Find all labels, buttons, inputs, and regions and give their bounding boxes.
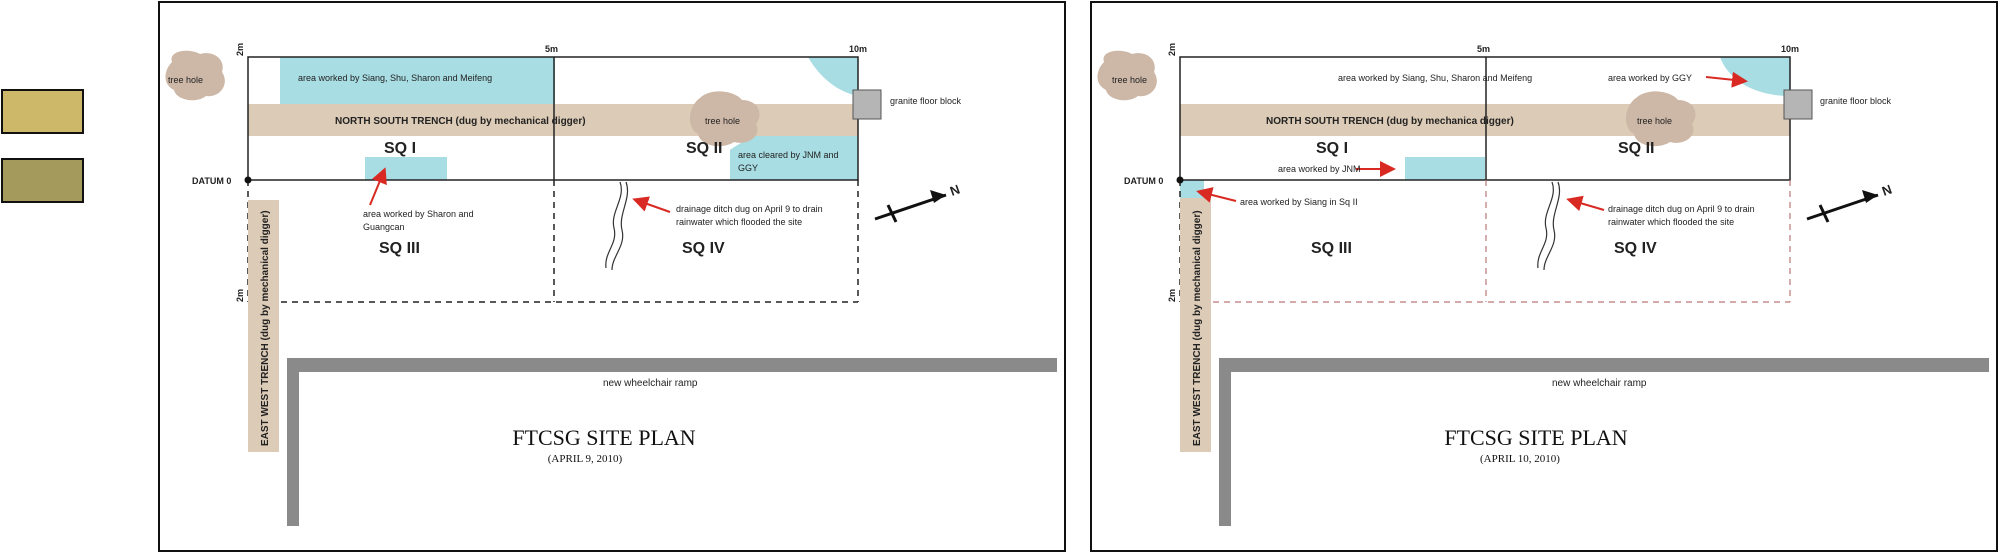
plan-title: FTCSG SITE PLAN [512, 425, 695, 450]
ew-trench-label: EAST WEST TRENCH (dug by mechanical digg… [1192, 210, 1203, 446]
legend-swatch-light [1, 89, 84, 134]
granite-label: granite floor block [1820, 96, 1892, 106]
scale-top-0: 2m [1167, 43, 1177, 56]
arrow-siang [1196, 187, 1237, 203]
site-plan-april-9: 2m 5m 10m 2m DATUM 0 tree hole tree hole… [158, 1, 1066, 552]
ramp-vertical [287, 358, 299, 526]
drainage-label-1: drainage ditch dug on April 9 to drain [676, 204, 823, 214]
sharon-label-1: area worked by Sharon and [363, 209, 474, 219]
area-worked-top [280, 57, 555, 105]
drainage-ditch-line-a [1537, 181, 1554, 269]
ramp-label: new wheelchair ramp [1552, 378, 1647, 389]
tree-hole-mid-label: tree hole [1637, 116, 1672, 126]
sq2-label: SQ II [1618, 140, 1654, 157]
area-jnm-label: area worked by JNM [1278, 164, 1361, 174]
datum-label: DATUM 0 [1124, 176, 1163, 186]
area-cleared-label-2: GGY [738, 163, 758, 173]
scale-top-5: 5m [1477, 44, 1490, 54]
sq1-label: SQ I [1316, 140, 1348, 157]
tree-hole-mid [1625, 91, 1696, 147]
arrow-ggy [1705, 71, 1748, 88]
granite-floor-block [852, 89, 882, 120]
plan-frame [1090, 1, 1998, 552]
sq2-label: SQ II [686, 140, 722, 157]
area-worked-top-label: area worked by Siang, Shu, Sharon and Me… [1338, 73, 1532, 83]
ramp-label: new wheelchair ramp [603, 378, 698, 389]
north-arrow [1806, 190, 1879, 223]
ramp-horizontal [287, 358, 1057, 372]
tree-hole-left-label: tree hole [1112, 75, 1147, 85]
tree-hole-mid [689, 91, 760, 147]
sq1-label: SQ I [384, 140, 416, 157]
sq4-label: SQ IV [682, 240, 725, 257]
drainage-label-1: drainage ditch dug on April 9 to drain [1608, 204, 1755, 214]
sq4-label: SQ IV [1614, 240, 1657, 257]
area-siang-label: area worked by Siang in Sq II [1240, 197, 1358, 207]
ns-trench-label: NORTH SOUTH TRENCH (dug by mechanica dig… [1266, 116, 1514, 127]
scale-top-10: 10m [849, 44, 867, 54]
scale-top-0: 2m [235, 43, 245, 56]
datum-label: DATUM 0 [192, 176, 231, 186]
arrow-drainage [632, 196, 671, 213]
sharon-label-2: Guangcan [363, 222, 405, 232]
scale-top-10: 10m [1781, 44, 1799, 54]
ramp-vertical [1219, 358, 1231, 526]
plan-title: FTCSG SITE PLAN [1444, 425, 1627, 450]
scale-side-2m: 2m [235, 289, 245, 302]
area-ggy [1720, 57, 1790, 96]
drainage-ditch-line-a [605, 181, 622, 269]
east-west-trench [248, 200, 279, 452]
scale-side-2m: 2m [1167, 289, 1177, 302]
drainage-label-2: rainwater which flooded the site [676, 217, 802, 227]
area-worked-top-label: area worked by Siang, Shu, Sharon and Me… [298, 73, 492, 83]
drainage-ditch-line-b [611, 181, 628, 271]
arrow-sharon [369, 167, 387, 206]
sq3-label: SQ III [379, 240, 420, 257]
area-jnm [1405, 157, 1485, 180]
datum-point [244, 176, 252, 184]
east-west-trench [1180, 198, 1211, 452]
tree-hole-mid-label: tree hole [705, 116, 740, 126]
area-cleared-top-right [808, 57, 858, 96]
north-arrow [874, 190, 947, 223]
area-cleared-label-1: area cleared by JNM and [738, 150, 839, 160]
datum-point [1176, 176, 1184, 184]
legend-swatch-dark [1, 158, 84, 203]
tree-hole-left [1097, 50, 1157, 101]
ew-trench-label: EAST WEST TRENCH (dug by mechanical digg… [260, 210, 271, 446]
area-sharon-guangcan [365, 157, 447, 180]
site-plan-april-10: 2m 5m 10m 2m DATUM 0 tree hole tree hole… [1090, 1, 1998, 552]
ramp-horizontal [1219, 358, 1989, 372]
plan-date: (APRIL 10, 2010) [1480, 453, 1560, 465]
area-ggy-label: area worked by GGY [1608, 73, 1692, 83]
drainage-label-2: rainwater which flooded the site [1608, 217, 1734, 227]
tree-hole-left [165, 50, 225, 101]
area-siang [1180, 180, 1204, 198]
ns-trench-label: NORTH SOUTH TRENCH (dug by mechanical di… [335, 116, 586, 127]
granite-label: granite floor block [890, 96, 962, 106]
drainage-ditch-line-b [1543, 181, 1560, 271]
tree-hole-left-label: tree hole [168, 75, 203, 85]
arrow-drainage [1566, 195, 1605, 212]
scale-top-5: 5m [545, 44, 558, 54]
sq3-label: SQ III [1311, 240, 1352, 257]
granite-floor-block [1783, 89, 1813, 120]
plan-date: (APRIL 9, 2010) [548, 453, 623, 465]
